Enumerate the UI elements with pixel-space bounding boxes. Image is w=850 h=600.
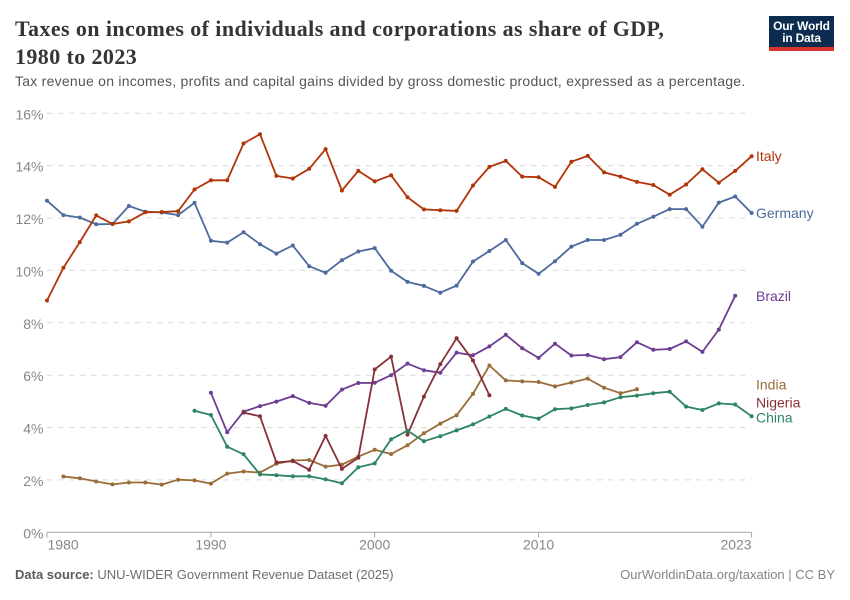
svg-text:2000: 2000 — [359, 537, 390, 553]
svg-text:2023: 2023 — [720, 537, 751, 553]
svg-text:8%: 8% — [23, 316, 43, 332]
svg-text:14%: 14% — [15, 159, 43, 175]
svg-text:10%: 10% — [15, 263, 43, 279]
svg-text:1980: 1980 — [48, 537, 79, 553]
svg-text:2%: 2% — [23, 473, 43, 489]
svg-text:12%: 12% — [15, 211, 43, 227]
svg-text:Nigeria: Nigeria — [756, 395, 801, 411]
svg-text:4%: 4% — [23, 421, 43, 437]
svg-text:China: China — [756, 410, 793, 426]
svg-text:0%: 0% — [23, 525, 43, 541]
svg-text:2010: 2010 — [523, 537, 554, 553]
svg-text:Brazil: Brazil — [756, 288, 791, 304]
svg-text:Italy: Italy — [756, 148, 782, 164]
svg-text:6%: 6% — [23, 368, 43, 384]
svg-text:Germany: Germany — [756, 205, 814, 221]
svg-text:India: India — [756, 377, 787, 393]
svg-text:16%: 16% — [15, 106, 43, 122]
svg-text:1990: 1990 — [195, 537, 226, 553]
